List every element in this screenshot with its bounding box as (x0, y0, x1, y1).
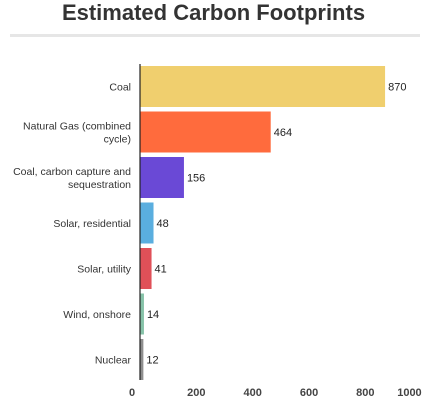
value-label: 12 (146, 355, 158, 367)
x-tick-label: 1000 (397, 387, 421, 399)
bar-3 (140, 202, 154, 244)
title-divider (10, 34, 420, 37)
value-label: 14 (147, 309, 159, 321)
category-label: Solar, residential (53, 218, 131, 230)
bar-0 (140, 66, 386, 107)
chart-title: Estimated Carbon Footprints (61, 0, 366, 25)
category-label: Natural Gas (combined cycle) (23, 121, 131, 146)
x-tick-label: 800 (356, 387, 374, 399)
category-label: Solar, utility (77, 264, 131, 276)
bar-2 (140, 157, 184, 198)
x-tick-label: 600 (300, 387, 318, 399)
category-label: Wind, onshore (63, 309, 131, 321)
category-label: Coal, carbon capture and sequestration (13, 166, 131, 191)
bar-6 (140, 339, 144, 380)
bar-4 (140, 248, 152, 289)
value-label: 156 (187, 173, 205, 185)
value-label: 870 (388, 82, 406, 94)
bar-5 (140, 293, 144, 335)
x-tick-label: 0 (129, 387, 135, 399)
bar-1 (140, 111, 271, 153)
value-label: 41 (155, 264, 167, 276)
value-label: 48 (157, 218, 169, 230)
category-label: Coal (109, 82, 131, 94)
x-tick-label: 200 (187, 387, 205, 399)
x-tick-label: 400 (244, 387, 262, 399)
value-label: 464 (274, 127, 292, 139)
category-label: Nuclear (95, 355, 132, 367)
